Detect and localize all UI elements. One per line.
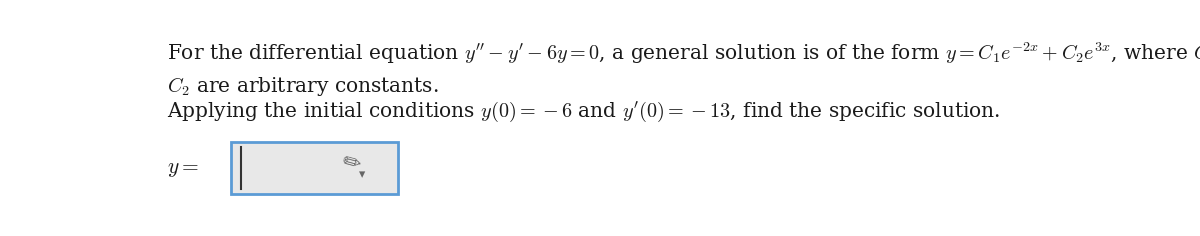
Text: Applying the initial conditions $y(0) = -6$ and $y'(0) = -13$, find the specific: Applying the initial conditions $y(0) = …	[167, 99, 1001, 124]
Text: $y = $: $y = $	[167, 157, 199, 179]
Text: ▾: ▾	[359, 168, 365, 181]
Text: $C_2$ are arbitrary constants.: $C_2$ are arbitrary constants.	[167, 75, 439, 97]
FancyBboxPatch shape	[232, 142, 398, 194]
Text: ✏: ✏	[340, 152, 362, 176]
Text: For the differential equation $y'' - y' - 6y = 0$, a general solution is of the : For the differential equation $y'' - y' …	[167, 40, 1200, 66]
